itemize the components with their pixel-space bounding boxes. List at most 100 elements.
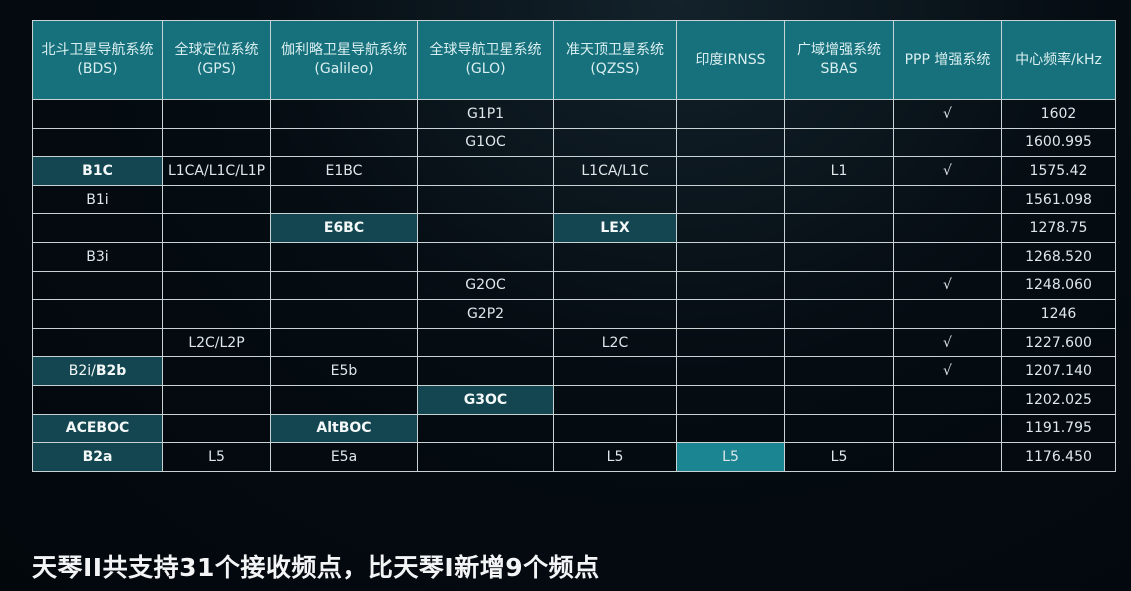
table-cell [553, 413, 677, 444]
table-cell [417, 156, 554, 186]
table-cell [553, 270, 677, 301]
caption: 天琴II共支持31个接收频点，比天琴I新增9个频点 [32, 553, 600, 582]
table-cell [270, 184, 418, 215]
table-cell [676, 241, 785, 272]
cell-text: L5 [830, 448, 848, 465]
table-cell: E1BC [270, 156, 418, 186]
table-cell [417, 184, 554, 215]
table-row: E6BC LEX 1278.75 [32, 213, 1116, 243]
header-line: 广域增强系统 [797, 42, 881, 58]
table-cell: L2C/L2P [162, 327, 271, 358]
table-cell: 1227.600 [1001, 327, 1116, 358]
table-cell [784, 213, 894, 243]
table-row: G3OC 1202.025 [32, 384, 1116, 415]
table-cell: √ [893, 356, 1002, 386]
table-cell: E5b [270, 356, 418, 386]
table-cell [162, 213, 271, 243]
column-header: 准天顶卫星系统 (QZSS) [553, 20, 677, 100]
header-line: (Galileo) [314, 61, 374, 77]
table-cell [32, 299, 163, 329]
table-cell [162, 184, 271, 215]
cell-text: G1P1 [466, 105, 505, 122]
cell-text: L5 [722, 448, 739, 465]
frequency-table: 北斗卫星导航系统 (BDS) 全球定位系统 (GPS) 伽利略卫星导航系统 (Galile… [32, 20, 1116, 472]
table-cell [893, 384, 1002, 415]
cell-text: √ [943, 363, 952, 380]
table-cell [784, 299, 894, 329]
cell-text: 1191.795 [1025, 420, 1092, 437]
table-cell [162, 270, 271, 301]
table-cell [32, 327, 163, 358]
column-header: 全球定位系统 (GPS) [162, 20, 271, 100]
table-cell [893, 299, 1002, 329]
table-cell: G3OC [417, 384, 554, 415]
table-cell: 1575.42 [1001, 156, 1116, 186]
cell-text: LEX [600, 220, 630, 237]
table-cell [162, 356, 271, 386]
table-row: G1P1 √ 1602 [32, 99, 1116, 129]
table-row: B2a L5 E5a L5 L5 L5 1176.450 [32, 442, 1116, 472]
table-cell: 1268.520 [1001, 241, 1116, 272]
table-cell [417, 442, 554, 472]
cell-text: G2P2 [466, 305, 505, 322]
cell-text: √ [943, 334, 952, 351]
header-line: 伽利略卫星导航系统 [281, 42, 407, 58]
table-cell [553, 384, 677, 415]
table-cell: G2P2 [417, 299, 554, 329]
table-cell: L5 [676, 442, 785, 472]
table-cell: B3i [32, 241, 163, 272]
table-cell [162, 299, 271, 329]
table-row: B1C L1CA/L1C/L1P E1BC L1CA/L1C L1 √ 1575.42 [32, 156, 1116, 186]
table-cell [553, 356, 677, 386]
cell-text: G2OC [465, 277, 506, 294]
table-cell: L5 [162, 442, 271, 472]
table-cell [893, 442, 1002, 472]
table-cell [676, 213, 785, 243]
cell-text: √ [943, 105, 952, 122]
column-header: 中心频率/kHz [1001, 20, 1116, 100]
table-cell [553, 127, 677, 158]
table-cell [32, 213, 163, 243]
table-cell: L5 [784, 442, 894, 472]
table-cell [676, 270, 785, 301]
table-row: G1OC 1600.995 [32, 127, 1116, 158]
cell-text: L5 [606, 448, 624, 465]
table-cell [270, 327, 418, 358]
table-cell: L1 [784, 156, 894, 186]
table-cell: E5a [270, 442, 418, 472]
table-cell [32, 270, 163, 301]
table-cell [32, 99, 163, 129]
cell-text: 1561.098 [1025, 191, 1092, 208]
table-cell: 1278.75 [1001, 213, 1116, 243]
table-cell: 1246 [1001, 299, 1116, 329]
table-cell [676, 127, 785, 158]
table-cell [162, 384, 271, 415]
cell-text: 1602 [1040, 105, 1077, 122]
table-cell [270, 127, 418, 158]
table-cell [893, 213, 1002, 243]
cell-text: B2i/ [68, 363, 96, 380]
table-cell: B1i [32, 184, 163, 215]
cell-text: 1268.520 [1025, 248, 1092, 265]
cell-text-bold: B2b [95, 363, 127, 380]
cell-text: E1BC [325, 162, 363, 179]
header-line: 全球定位系统 [174, 42, 259, 58]
table-cell [162, 413, 271, 444]
table-row: B2i/B2b E5b √ 1207.140 [32, 356, 1116, 386]
table-cell [417, 413, 554, 444]
header-line: 北斗卫星导航系统 [41, 42, 154, 58]
table-cell: 1248.060 [1001, 270, 1116, 301]
table-cell: G2OC [417, 270, 554, 301]
table-cell [162, 99, 271, 129]
table-cell [893, 413, 1002, 444]
cell-text: B3i [86, 248, 109, 265]
table-cell [162, 241, 271, 272]
cell-text: 1227.600 [1025, 334, 1092, 351]
table-cell [784, 327, 894, 358]
table-cell [784, 184, 894, 215]
table-cell [676, 356, 785, 386]
table-cell [784, 127, 894, 158]
cell-text: √ [943, 277, 952, 294]
table-cell [784, 384, 894, 415]
table-cell: 1176.450 [1001, 442, 1116, 472]
